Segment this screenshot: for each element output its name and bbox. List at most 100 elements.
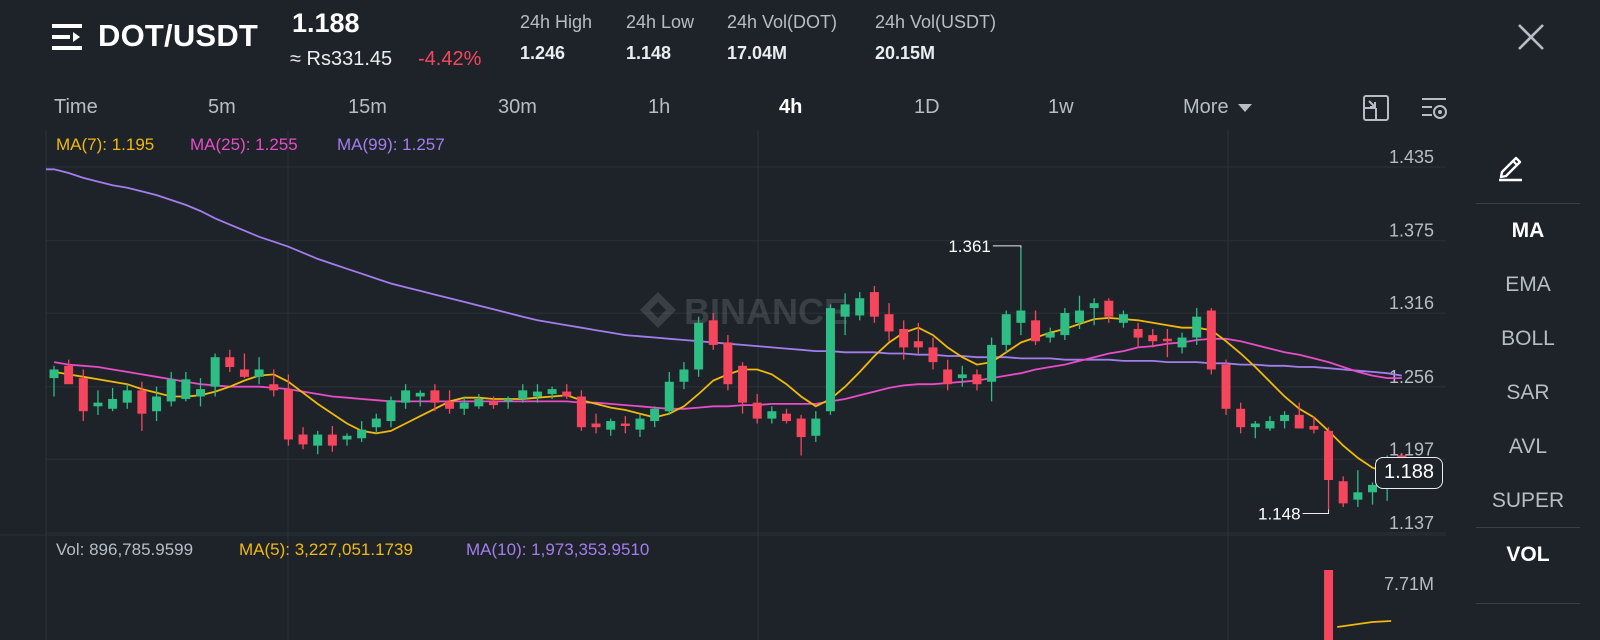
stat-value-24h-high: 1.246 [520, 43, 566, 63]
y-axis-tick-label: 1.256 [1389, 367, 1434, 387]
candle-down [225, 357, 235, 368]
high-annotation: 1.361 [948, 237, 991, 256]
candle-up [532, 391, 542, 397]
candle-down [327, 434, 337, 446]
candle-down [708, 320, 718, 345]
stat-label-24h-vol-usdt: 24h Vol(USDT) [875, 12, 997, 32]
price-chart[interactable]: 1.435 1.375 1.316 1.256 1.197 1.137 BINANCE 1.3… [0, 130, 1470, 640]
ma99-legend: MA(99): 1.257 [337, 135, 445, 154]
candle-up [357, 429, 367, 439]
high-marker-line [992, 245, 1022, 248]
indicator-boll[interactable]: BOLL [1501, 327, 1555, 350]
candle-down [738, 365, 748, 403]
candle-down [591, 423, 601, 428]
candle-up [1045, 332, 1055, 338]
timeframe-30m[interactable]: 30m [498, 96, 537, 118]
candle-down [928, 347, 938, 363]
candle-down [576, 396, 586, 428]
volume-ma5-line [1337, 620, 1392, 628]
timeframe-4h[interactable]: 4h [779, 96, 803, 118]
stat-value-24h-vol-dot: 17.04M [727, 43, 788, 63]
draw-tool-icon[interactable] [1494, 150, 1526, 182]
candle-up [825, 308, 835, 412]
ma25-line [53, 337, 1402, 410]
candle-down [489, 401, 498, 406]
candle-up [1353, 492, 1363, 500]
candle-up [342, 435, 352, 440]
volume-axis-label: 7.71M [1384, 574, 1434, 594]
candle-down [1133, 328, 1143, 338]
candle-down [137, 390, 147, 414]
timeframe-15m[interactable]: 15m [348, 96, 387, 118]
close-icon[interactable] [1516, 22, 1546, 52]
candle-up [371, 418, 381, 428]
candle-down [298, 434, 308, 445]
indicator-super[interactable]: SUPER [1491, 489, 1565, 512]
timeframe-toolbar: Time 5m 15m 30m 1h 4h 1D 1w More [0, 88, 1600, 130]
candle-down [796, 418, 806, 438]
candle-up [152, 396, 162, 412]
candle-up [49, 369, 59, 379]
indicator-avl[interactable]: AVL [1508, 435, 1548, 458]
chart-settings-icon[interactable] [1420, 94, 1448, 122]
candle-down [782, 413, 791, 422]
divider [1476, 527, 1580, 528]
candle-down [78, 378, 88, 412]
candle-down [1309, 425, 1319, 430]
stat-value-24h-low: 1.148 [626, 43, 672, 63]
candle-up [1016, 310, 1026, 323]
candle-down [1221, 364, 1231, 409]
indicator-ma[interactable]: MA [1511, 219, 1545, 242]
timeframe-1d[interactable]: 1D [914, 96, 940, 118]
ma99-line [46, 168, 1402, 377]
candle-down [1031, 320, 1041, 342]
pair-title[interactable]: DOT/USDT [98, 18, 259, 53]
candle-up [518, 390, 528, 399]
candle-up [401, 390, 411, 403]
candle-up [122, 390, 132, 403]
candle-up [855, 298, 865, 316]
timeframe-1h[interactable]: 1h [648, 96, 671, 118]
timeframe-time[interactable]: Time [54, 96, 98, 118]
candle-up [694, 322, 704, 370]
ma7-legend: MA(7): 1.195 [56, 135, 155, 154]
y-axis-tick-label: 1.375 [1389, 221, 1434, 241]
candle-down [972, 374, 982, 385]
candle-up [811, 418, 821, 436]
indicator-vol[interactable]: VOL [1506, 543, 1550, 566]
candle-down [1104, 300, 1114, 317]
stat-label-24h-vol-dot: 24h Vol(DOT) [727, 12, 838, 32]
candle-up [1089, 303, 1099, 309]
watermark-text: BINANCE [684, 291, 848, 332]
fullscreen-chart-icon[interactable] [1362, 94, 1390, 122]
divider [1476, 203, 1580, 204]
stat-label-24h-high: 24h High [520, 12, 593, 32]
candle-up [1265, 421, 1275, 429]
candle-up [474, 398, 484, 407]
candle-up [547, 389, 557, 395]
candle-up [254, 369, 264, 377]
candle-up [1250, 423, 1260, 428]
candle-up [313, 434, 323, 446]
candle-up [1280, 414, 1290, 422]
indicator-ema[interactable]: EMA [1505, 273, 1551, 296]
candle-up [635, 418, 645, 430]
candle-down [1294, 414, 1304, 429]
candle-up [679, 369, 689, 382]
fiat-price: ≈ Rs331.45 [290, 48, 393, 70]
candle-down [752, 402, 762, 419]
y-axis-tick-label: 1.137 [1389, 513, 1434, 533]
more-dropdown[interactable]: More [1183, 96, 1253, 119]
candle-up [93, 402, 103, 407]
last-price: 1.188 [292, 8, 360, 38]
menu-icon[interactable] [52, 22, 84, 52]
low-marker-line [1302, 509, 1330, 514]
candle-up [957, 374, 967, 379]
candle-up [1177, 337, 1187, 348]
timeframe-5m[interactable]: 5m [208, 96, 236, 118]
indicator-sar[interactable]: SAR [1506, 381, 1550, 404]
candle-down [1206, 310, 1216, 370]
candle-up [650, 408, 660, 422]
timeframe-1w[interactable]: 1w [1048, 96, 1074, 118]
indicator-panel [1472, 130, 1600, 640]
